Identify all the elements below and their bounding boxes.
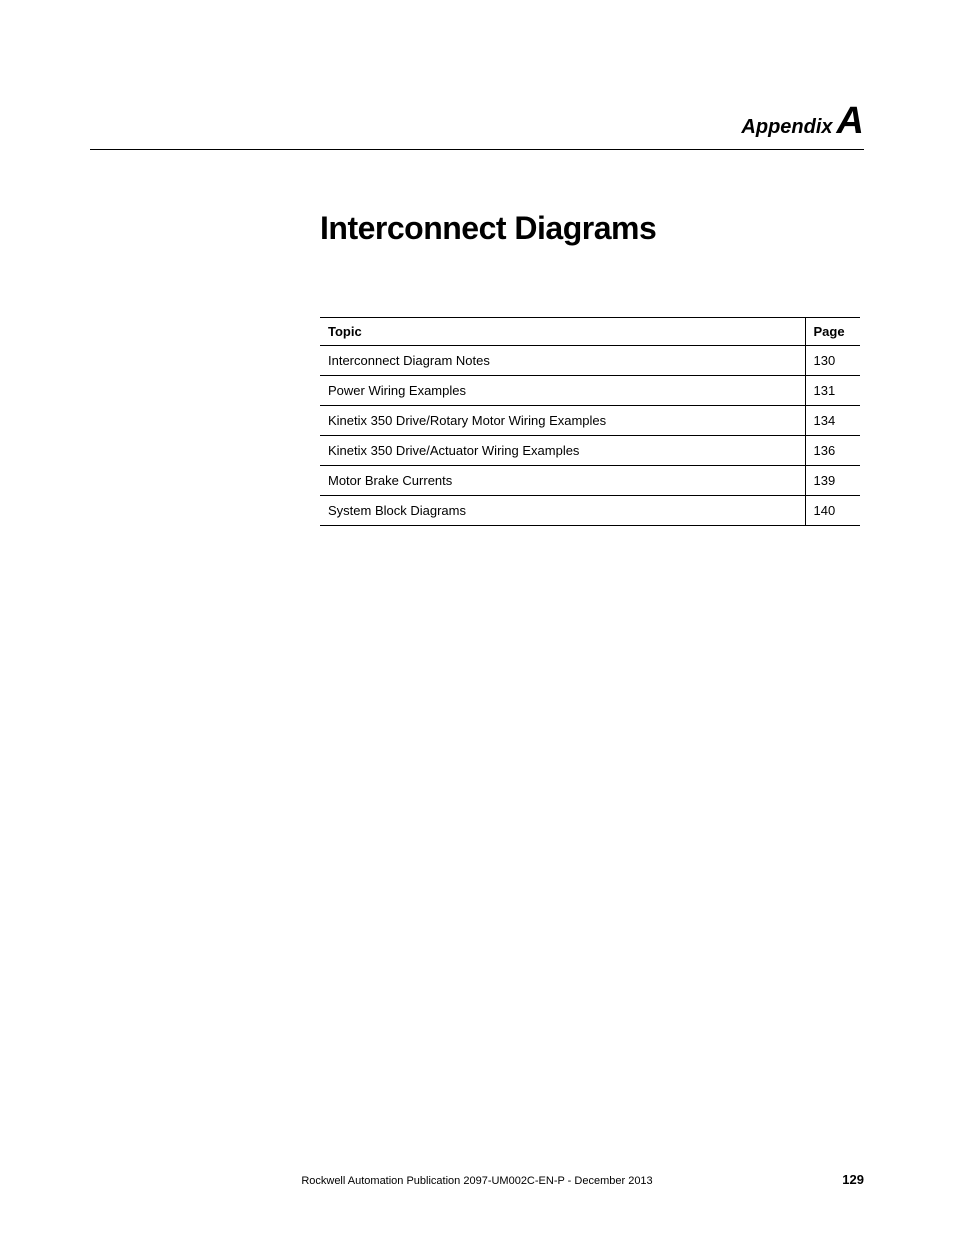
appendix-letter: A [837, 100, 864, 142]
table-row: Power Wiring Examples 131 [320, 376, 860, 406]
footer-text: Rockwell Automation Publication 2097-UM0… [0, 1175, 954, 1187]
toc-topic: Interconnect Diagram Notes [320, 346, 805, 376]
toc-topic: Motor Brake Currents [320, 466, 805, 496]
toc-topic: Power Wiring Examples [320, 376, 805, 406]
toc-page: 134 [805, 406, 860, 436]
appendix-header: AppendixA [90, 100, 864, 150]
toc-page: 130 [805, 346, 860, 376]
table-row: Kinetix 350 Drive/Rotary Motor Wiring Ex… [320, 406, 860, 436]
toc-header-page: Page [805, 318, 860, 346]
page-title: Interconnect Diagrams [320, 210, 864, 247]
table-row: System Block Diagrams 140 [320, 496, 860, 526]
appendix-word: Appendix [741, 116, 832, 138]
toc-page: 139 [805, 466, 860, 496]
table-row: Kinetix 350 Drive/Actuator Wiring Exampl… [320, 436, 860, 466]
toc-header-topic: Topic [320, 318, 805, 346]
toc-page: 140 [805, 496, 860, 526]
toc-topic: Kinetix 350 Drive/Rotary Motor Wiring Ex… [320, 406, 805, 436]
toc-page: 136 [805, 436, 860, 466]
toc-header-row: Topic Page [320, 318, 860, 346]
table-row: Interconnect Diagram Notes 130 [320, 346, 860, 376]
page-number: 129 [842, 1172, 864, 1187]
page-content: AppendixA Interconnect Diagrams Topic Pa… [0, 0, 954, 526]
toc-table: Topic Page Interconnect Diagram Notes 13… [320, 317, 860, 526]
toc-page: 131 [805, 376, 860, 406]
table-row: Motor Brake Currents 139 [320, 466, 860, 496]
toc-topic: Kinetix 350 Drive/Actuator Wiring Exampl… [320, 436, 805, 466]
toc-topic: System Block Diagrams [320, 496, 805, 526]
